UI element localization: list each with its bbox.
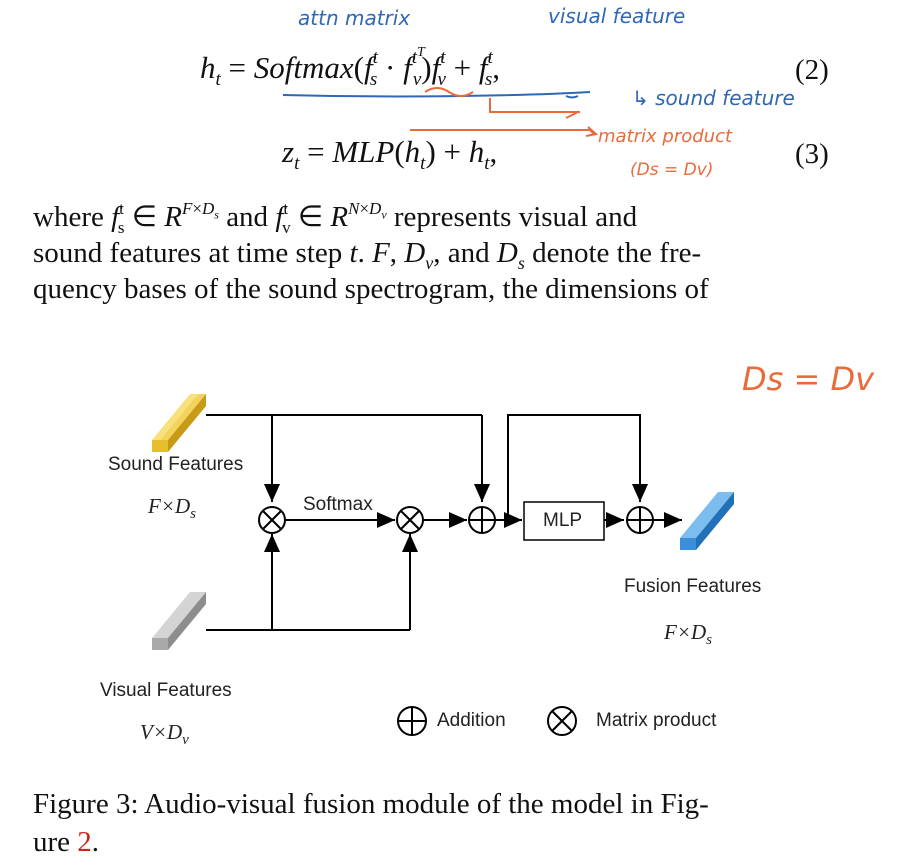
bracket-product: [489, 98, 580, 113]
addition-legend-icon: [397, 706, 427, 736]
mlp-label: MLP: [543, 510, 583, 531]
annotation-visual-feature: visual feature: [548, 4, 686, 28]
equation-3: zt = MLP(ht) + ht,: [282, 134, 498, 174]
matmul-node-2: [396, 506, 424, 534]
equation-2-number: (2): [795, 54, 829, 86]
fusion-features-label: Fusion Features: [624, 576, 762, 597]
underline-softmax: [282, 91, 591, 98]
annotation-ds-eq-dv: Ds = Dv: [742, 360, 875, 398]
equation-3-number: (3): [795, 138, 829, 170]
annotation-ds-dv-small: (Ds = Dv): [630, 160, 714, 180]
equation-2: ht = Softmax(fts · ftTv)ftv + fts,: [200, 45, 500, 90]
fusion-features-dim: F×Ds: [664, 620, 713, 649]
underline-fv: [565, 95, 579, 99]
add-node-2: [626, 506, 654, 534]
legend-matrix-product-label: Matrix product: [596, 710, 717, 731]
figure-caption: Figure 3: Audio-visual fusion module of …: [33, 788, 709, 858]
matrix-product-legend-icon: [547, 706, 577, 736]
annotation-sound-feature: ↳ sound feature: [632, 86, 795, 110]
matmul-node-1: [258, 506, 286, 534]
mlp-box: [523, 501, 605, 541]
paragraph-line-2: sound features at time step t. F, Dv, an…: [33, 237, 702, 273]
sound-features-dim: F×Ds: [148, 494, 197, 523]
squiggle-ft: [424, 87, 474, 97]
sound-features-label: Sound Features: [108, 454, 244, 475]
fusion-diagram: [152, 394, 734, 736]
fusion-feature-bar: [680, 492, 734, 550]
figure-ref-link[interactable]: 2: [77, 826, 92, 858]
skip-connection: [507, 414, 648, 520]
sound-feature-bar: [152, 394, 206, 452]
visual-features-dim: V×Dv: [140, 720, 189, 749]
visual-features-label: Visual Features: [100, 680, 232, 701]
add-node-1: [468, 506, 496, 534]
handwriting-marks: [282, 87, 599, 137]
paragraph-line-3: quency bases of the sound spectrogram, t…: [33, 273, 709, 305]
legend-addition-label: Addition: [437, 710, 506, 731]
visual-feature-bar: [152, 592, 206, 650]
annotation-attn-matrix: attn matrix: [298, 6, 411, 30]
softmax-label: Softmax: [303, 494, 373, 515]
annotation-matrix-product: matrix product: [598, 126, 733, 147]
paragraph-line-1: where fts ∈ RF×Ds and ftv ∈ RN×Dv repres…: [33, 199, 638, 237]
